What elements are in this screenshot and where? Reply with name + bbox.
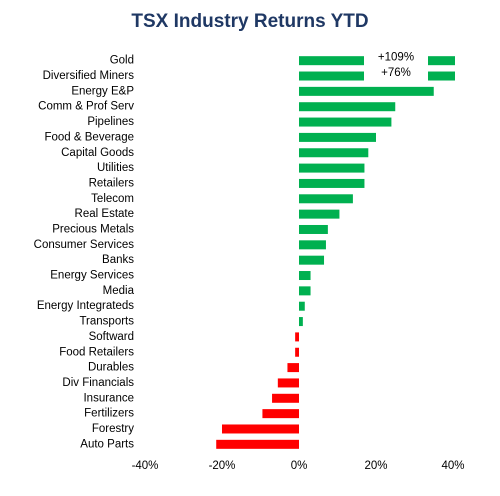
- bar-tail: [428, 56, 455, 66]
- y-tick-label: Forestry: [92, 423, 134, 435]
- bar: [287, 363, 299, 373]
- y-tick-label: Comm & Prof Serv: [38, 101, 134, 113]
- y-tick-label: Energy Integrateds: [37, 300, 134, 312]
- bar: [222, 424, 299, 434]
- y-tick-label: Gold: [110, 55, 134, 67]
- bar: [299, 86, 434, 96]
- bar: [299, 240, 326, 250]
- chart-title: TSX Industry Returns YTD: [131, 11, 368, 32]
- bar: [299, 255, 325, 265]
- bar: [299, 102, 396, 112]
- x-tick-label: 40%: [441, 460, 464, 472]
- x-tick-label: 20%: [364, 460, 387, 472]
- bar: [299, 71, 364, 81]
- y-tick-label: Precious Metals: [52, 224, 134, 236]
- y-tick-label: Real Estate: [75, 208, 134, 220]
- bar: [299, 271, 311, 281]
- y-tick-label: Fertilizers: [84, 408, 134, 420]
- bar: [277, 378, 299, 388]
- bar: [299, 209, 340, 219]
- bar: [299, 148, 369, 158]
- y-tick-label: Banks: [102, 254, 134, 266]
- y-tick-label: Pipelines: [87, 116, 134, 128]
- x-tick-label: -20%: [209, 460, 236, 472]
- bar: [299, 301, 305, 311]
- bar: [299, 224, 328, 234]
- bar: [299, 56, 364, 66]
- y-tick-label: Auto Parts: [80, 438, 134, 450]
- y-tick-label: Energy E&P: [71, 85, 134, 97]
- y-tick-label: Diversified Miners: [43, 70, 135, 82]
- y-tick-label: Transports: [79, 316, 134, 328]
- y-tick-label: Energy Services: [50, 270, 134, 282]
- bar: [299, 317, 303, 327]
- y-tick-label: Retailers: [89, 177, 135, 189]
- bar: [295, 332, 299, 342]
- bar: [299, 132, 376, 142]
- bar: [262, 409, 299, 419]
- y-tick-label: Softward: [89, 331, 134, 343]
- bar: [272, 393, 299, 403]
- y-tick-label: Utilities: [97, 162, 134, 174]
- bar: [216, 439, 299, 449]
- bar: [295, 347, 299, 357]
- y-tick-label: Capital Goods: [61, 147, 134, 159]
- y-tick-label: Consumer Services: [34, 239, 135, 251]
- y-tick-label: Media: [103, 285, 135, 297]
- bar-tail: [428, 71, 455, 81]
- y-tick-label: Telecom: [91, 193, 134, 205]
- bar: [299, 163, 365, 173]
- bar: [299, 117, 392, 127]
- y-tick-label: Durables: [88, 362, 134, 374]
- bar: [299, 286, 311, 296]
- y-tick-label: Div Financials: [62, 377, 134, 389]
- bar: [299, 178, 365, 188]
- value-label: +76%: [381, 67, 411, 79]
- value-label: +109%: [378, 52, 414, 64]
- x-tick-label: 0%: [291, 460, 308, 472]
- y-tick-label: Food & Beverage: [44, 131, 134, 143]
- y-tick-label: Food Retailers: [59, 346, 134, 358]
- bar: [299, 194, 353, 204]
- x-tick-label: -40%: [132, 460, 159, 472]
- y-tick-label: Insurance: [83, 392, 134, 404]
